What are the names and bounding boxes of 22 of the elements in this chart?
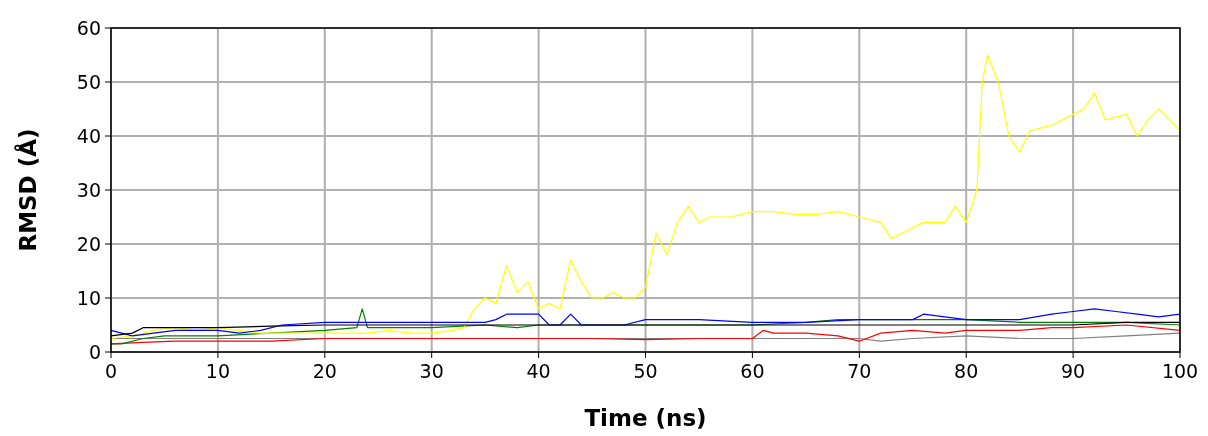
y-tick-label: 30: [76, 178, 101, 201]
line-series: [110, 308, 1181, 337]
y-tick-label: 10: [76, 286, 101, 309]
y-tick-label: 60: [76, 16, 101, 39]
x-tick-label: 20: [312, 360, 337, 382]
x-tick-label: 10: [205, 360, 230, 382]
x-tick-label: 90: [1061, 360, 1086, 382]
y-tick-label: 50: [76, 70, 101, 93]
x-tick-label: 100: [1161, 360, 1199, 382]
y-tick-label: 20: [76, 232, 101, 255]
x-tick-label: 60: [740, 360, 765, 382]
y-axis-title: RMSD (Å): [14, 128, 41, 252]
x-tick-label: 40: [526, 360, 551, 382]
line-series: [110, 54, 1181, 340]
x-tick-label: 30: [419, 360, 444, 382]
x-tick-label: 70: [847, 360, 872, 382]
x-axis-title: Time (ns): [584, 405, 707, 431]
x-tick-label: 50: [633, 360, 658, 382]
y-tick-label: 0: [88, 340, 101, 363]
x-tick-label: 0: [104, 360, 118, 382]
y-tick-label: 40: [76, 124, 101, 147]
x-tick-label: 80: [954, 360, 979, 382]
